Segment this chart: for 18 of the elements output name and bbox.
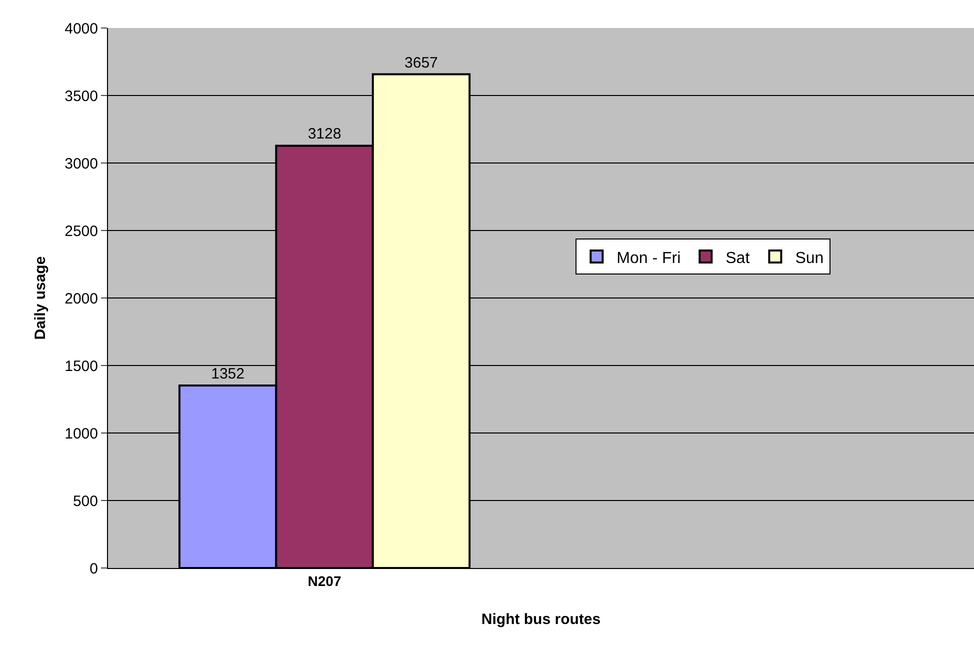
y-tick-label: 3000 — [64, 155, 98, 172]
data-label: 3128 — [308, 126, 342, 143]
legend-label: Mon - Fri — [616, 250, 681, 267]
data-label: 3657 — [404, 54, 438, 72]
y-axis-title: Daily usage — [32, 256, 49, 340]
x-axis-title: Night bus routes — [481, 610, 601, 628]
x-tick-label: N207 — [308, 572, 342, 589]
y-tick-label: 3500 — [64, 88, 98, 105]
legend-label: Sun — [795, 250, 824, 267]
legend-label: Sat — [726, 250, 750, 267]
data-label: 1352 — [211, 365, 244, 382]
y-tick-label: 0 — [90, 560, 98, 578]
y-tick-label: 500 — [72, 492, 98, 510]
y-tick-label: 2000 — [64, 290, 98, 308]
y-tick-label: 4000 — [64, 20, 98, 38]
y-tick-label: 1500 — [64, 358, 98, 375]
y-tick-label: 1000 — [64, 425, 98, 442]
y-tick-label: 2500 — [64, 222, 98, 240]
